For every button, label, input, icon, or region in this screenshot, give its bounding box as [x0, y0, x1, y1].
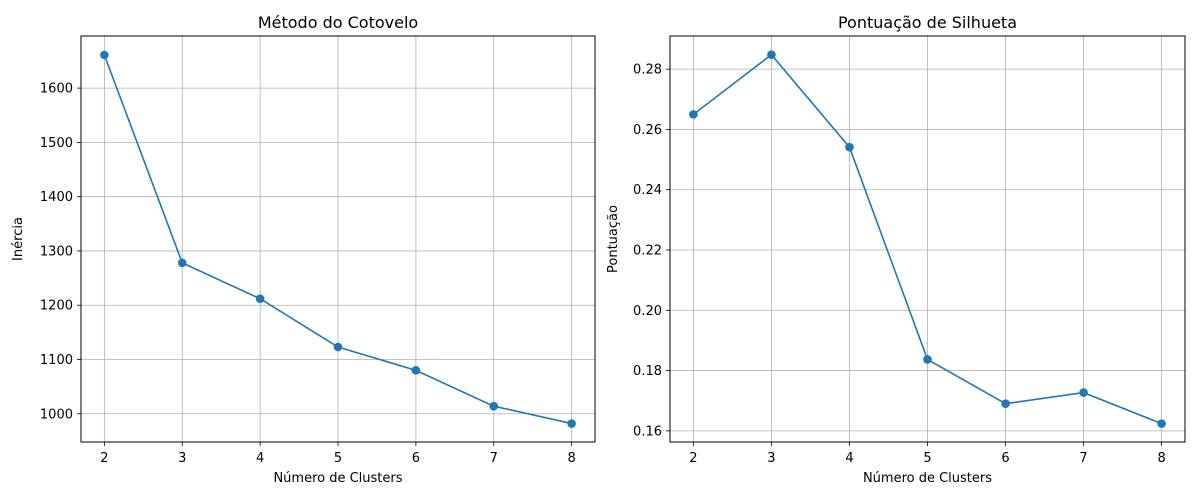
silhouette-data-point — [1001, 399, 1010, 409]
elbow-x-tick-label: 5 — [334, 451, 342, 466]
silhouette-data-point — [845, 142, 854, 152]
silhouette-data-point — [1079, 388, 1088, 397]
elbow-data-point — [489, 401, 499, 411]
elbow-chart: 2 3 4 5 6 7 8 1000 1100 1200 1300 1400 1500 1600 Méto… — [11, 13, 596, 486]
silhouette-x-tick-label: 3 — [767, 451, 775, 466]
elbow-data-point — [333, 342, 343, 352]
elbow-x-tick-label: 3 — [178, 451, 186, 466]
elbow-x-tick-label: 4 — [256, 451, 264, 466]
silhouette-y-tick-label: 0.26 — [633, 123, 662, 138]
silhouette-y-tick-label: 0.24 — [633, 183, 662, 198]
silhouette-data-point — [923, 355, 932, 364]
silhouette-y-tick-label: 0.18 — [633, 364, 662, 379]
silhouette-x-tick-label: 5 — [923, 451, 931, 466]
elbow-chart-title: Método do Cotovelo — [258, 13, 418, 32]
silhouette-series — [689, 50, 1166, 428]
elbow-ticks: 2 3 4 5 6 7 8 1000 1100 1200 1300 1400 1500 1600 — [40, 82, 576, 466]
elbow-y-tick-label: 1200 — [40, 299, 73, 314]
silhouette-data-point — [767, 50, 776, 59]
silhouette-chart: 2 3 4 5 6 7 8 0.16 0.18 0.20 0.22 0.24 0.26 0.28 Pont… — [606, 13, 1186, 486]
elbow-data-point — [567, 419, 576, 428]
silhouette-data-point — [1157, 419, 1166, 428]
elbow-data-point — [411, 366, 421, 375]
silhouette-grid — [670, 36, 1185, 442]
silhouette-x-tick-label: 6 — [1001, 451, 1009, 466]
silhouette-ticks: 2 3 4 5 6 7 8 0.16 0.18 0.20 0.22 0.24 0.26 0.28 — [633, 63, 1166, 466]
silhouette-x-tick-label: 7 — [1079, 451, 1087, 466]
elbow-x-tick-label: 8 — [567, 451, 575, 466]
silhouette-x-axis-label: Número de Clusters — [863, 471, 992, 486]
elbow-x-tick-label: 7 — [490, 451, 498, 466]
elbow-grid — [81, 36, 595, 442]
silhouette-x-tick-label: 4 — [845, 451, 853, 466]
elbow-y-tick-label: 1400 — [40, 190, 73, 205]
silhouette-y-tick-label: 0.16 — [633, 424, 662, 439]
silhouette-y-tick-label: 0.20 — [633, 304, 662, 319]
elbow-y-tick-label: 1000 — [40, 407, 73, 422]
elbow-x-tick-label: 6 — [412, 451, 420, 466]
elbow-y-tick-label: 1600 — [40, 82, 73, 97]
elbow-y-axis-label: Inércia — [11, 217, 26, 261]
silhouette-y-tick-label: 0.28 — [633, 63, 662, 78]
silhouette-x-tick-label: 8 — [1157, 451, 1165, 466]
elbow-y-tick-label: 1100 — [40, 353, 73, 368]
silhouette-y-axis-label: Pontuação — [606, 205, 621, 273]
elbow-data-point — [177, 258, 187, 268]
elbow-series — [100, 50, 576, 428]
elbow-x-tick-label: 2 — [100, 451, 108, 466]
elbow-y-tick-label: 1500 — [40, 136, 73, 151]
silhouette-x-tick-label: 2 — [689, 451, 697, 466]
silhouette-y-tick-label: 0.22 — [633, 244, 662, 259]
elbow-data-point — [255, 294, 265, 304]
silhouette-data-point — [689, 110, 698, 119]
elbow-y-tick-label: 1300 — [40, 244, 73, 259]
elbow-x-axis-label: Número de Clusters — [273, 471, 402, 486]
elbow-data-point — [100, 50, 109, 60]
silhouette-chart-title: Pontuação de Silhueta — [838, 13, 1017, 32]
